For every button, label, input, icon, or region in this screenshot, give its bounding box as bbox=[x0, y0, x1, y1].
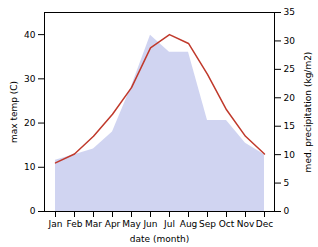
svg-text:Dec: Dec bbox=[256, 219, 273, 229]
svg-text:Feb: Feb bbox=[67, 219, 83, 229]
svg-text:Oct: Oct bbox=[219, 219, 235, 229]
svg-text:10: 10 bbox=[284, 150, 296, 160]
svg-text:25: 25 bbox=[284, 64, 295, 74]
svg-text:30: 30 bbox=[24, 74, 36, 84]
svg-text:Aug: Aug bbox=[180, 219, 198, 229]
svg-text:Jan: Jan bbox=[48, 219, 63, 229]
svg-text:0: 0 bbox=[30, 206, 36, 216]
svg-text:30: 30 bbox=[284, 36, 296, 46]
svg-text:10: 10 bbox=[24, 162, 36, 172]
svg-text:Sep: Sep bbox=[199, 219, 216, 229]
svg-text:Nov: Nov bbox=[237, 219, 255, 229]
svg-text:Jul: Jul bbox=[163, 219, 175, 229]
svg-text:35: 35 bbox=[284, 7, 295, 17]
svg-text:Mar: Mar bbox=[85, 219, 102, 229]
svg-text:15: 15 bbox=[284, 121, 295, 131]
svg-text:date (month): date (month) bbox=[130, 234, 189, 244]
svg-text:Apr: Apr bbox=[105, 219, 121, 229]
svg-text:May: May bbox=[122, 219, 141, 229]
svg-text:0: 0 bbox=[284, 206, 290, 216]
svg-text:20: 20 bbox=[284, 93, 296, 103]
svg-text:40: 40 bbox=[24, 29, 36, 39]
svg-text:Jun: Jun bbox=[142, 219, 157, 229]
svg-text:med. precipitation (kg/m2): med. precipitation (kg/m2) bbox=[303, 52, 313, 173]
svg-text:20: 20 bbox=[24, 118, 36, 128]
svg-text:5: 5 bbox=[284, 178, 290, 188]
svg-text:max temp (C): max temp (C) bbox=[9, 81, 19, 143]
